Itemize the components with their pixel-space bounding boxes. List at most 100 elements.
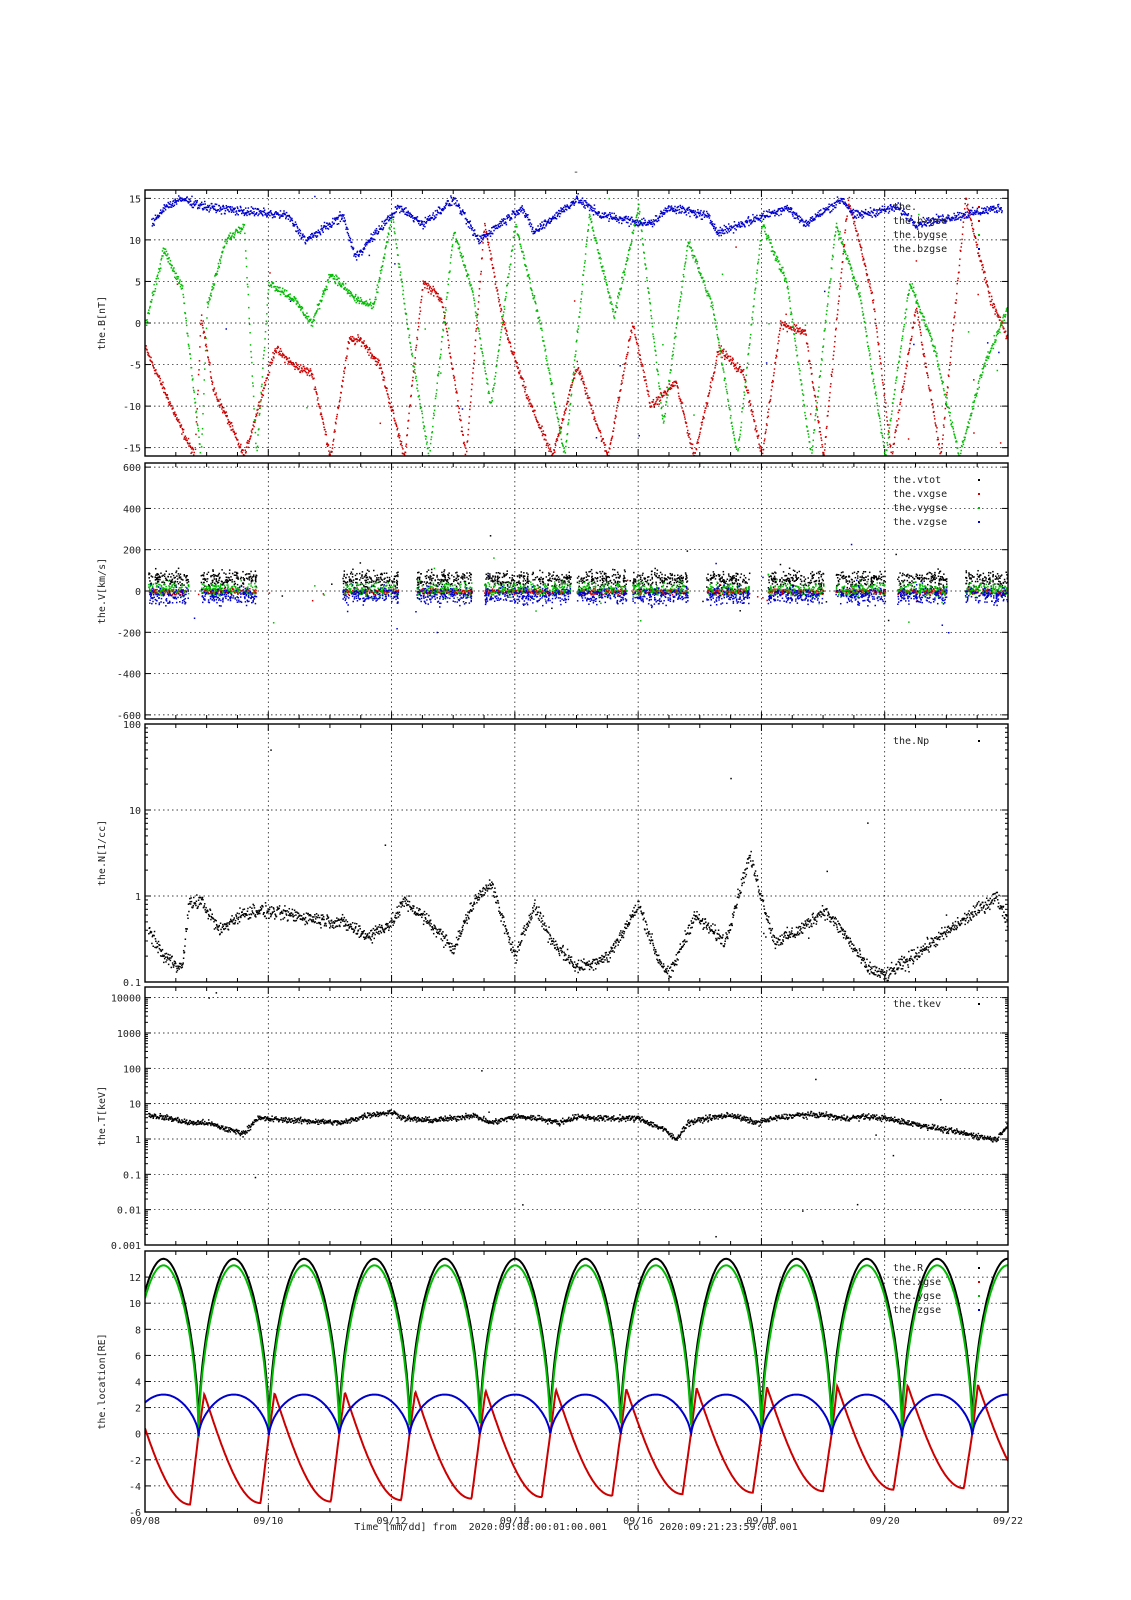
data-point: [270, 358, 273, 360]
data-point: [381, 265, 384, 267]
data-point: [260, 212, 263, 215]
data-point: [413, 371, 415, 373]
data-point: [926, 325, 928, 328]
data-point: [440, 340, 443, 343]
data-point: [442, 209, 444, 212]
data-point: [247, 207, 250, 209]
data-point: [346, 227, 348, 229]
data-point: [240, 449, 243, 452]
data-point: [695, 447, 697, 450]
data-point: [175, 203, 178, 205]
data-point: [542, 433, 544, 435]
data-point: [974, 237, 977, 239]
data-point: [771, 381, 773, 384]
data-point: [374, 296, 377, 299]
data-point: [225, 238, 227, 241]
data-point: [738, 366, 741, 369]
y-tick-label: 15: [129, 194, 141, 205]
data-point: [499, 338, 501, 341]
data-point: [683, 412, 685, 415]
data-point: [965, 198, 968, 200]
data-point: [331, 450, 333, 453]
data-point: [366, 302, 369, 305]
data-point: [404, 451, 407, 454]
data-point: [238, 446, 240, 448]
data-point: [904, 316, 907, 318]
data-point: [848, 196, 851, 199]
y-tick-label: -5: [129, 361, 141, 372]
data-point: [224, 210, 227, 212]
data-point: [969, 414, 972, 417]
data-point: [629, 337, 631, 340]
data-point: [742, 368, 745, 371]
data-point: [867, 347, 870, 350]
data-point: [670, 387, 673, 390]
data-point: [469, 282, 471, 284]
data-point: [196, 408, 199, 410]
data-point: [269, 361, 271, 364]
data-point: [886, 449, 888, 451]
data-point: [471, 383, 473, 385]
data-point: [898, 409, 901, 411]
data-point: [285, 216, 287, 218]
data-point: [329, 225, 332, 227]
data-point: [194, 203, 196, 206]
data-point: [367, 239, 369, 242]
data-point: [725, 350, 727, 353]
data-point: [812, 445, 814, 447]
data-point: [989, 292, 991, 294]
data-point: [912, 321, 915, 324]
data-point: [572, 373, 575, 375]
data-point: [573, 374, 575, 376]
data-point: [381, 370, 383, 373]
data-point: [609, 302, 612, 304]
data-point: [247, 286, 249, 288]
data-point: [728, 360, 731, 362]
data-point: [182, 428, 185, 431]
data-point: [406, 434, 409, 436]
data-point: [953, 315, 956, 317]
data-point: [186, 332, 189, 335]
data-point: [962, 443, 965, 446]
data-point: [558, 209, 560, 212]
data-point: [954, 437, 957, 439]
data-point: [597, 426, 599, 429]
data-point: [180, 197, 182, 200]
data-point: [428, 214, 431, 217]
data-point: [545, 357, 547, 360]
data-point: [443, 311, 445, 313]
data-point: [592, 412, 595, 414]
data-point: [152, 365, 154, 367]
data-point: [484, 224, 486, 227]
data-point: [402, 210, 404, 213]
data-point: [470, 395, 472, 397]
data-point: [295, 297, 297, 300]
data-point: [884, 406, 887, 408]
data-point: [448, 202, 451, 205]
data-point: [403, 207, 406, 210]
data-point: [838, 233, 841, 235]
data-point: [181, 429, 184, 431]
data-point: [598, 257, 601, 259]
data-point: [398, 433, 400, 435]
data-point: [328, 450, 330, 452]
data-point: [386, 218, 388, 221]
data-point: [713, 371, 716, 373]
data-point: [410, 395, 412, 398]
data-point: [487, 232, 490, 235]
data-point: [524, 214, 526, 217]
data-point: [888, 431, 890, 433]
data-point: [997, 330, 1000, 333]
data-point: [844, 251, 847, 253]
data-point: [734, 364, 737, 366]
data-point: [563, 447, 565, 450]
data-point: [457, 400, 459, 402]
data-point: [712, 304, 714, 307]
data-point: [292, 363, 295, 365]
data-point: [609, 442, 612, 444]
data-point: [382, 228, 384, 230]
outlier-point: [996, 369, 999, 372]
data-point: [207, 303, 210, 305]
data-point: [340, 392, 342, 394]
data-point: [381, 269, 383, 271]
